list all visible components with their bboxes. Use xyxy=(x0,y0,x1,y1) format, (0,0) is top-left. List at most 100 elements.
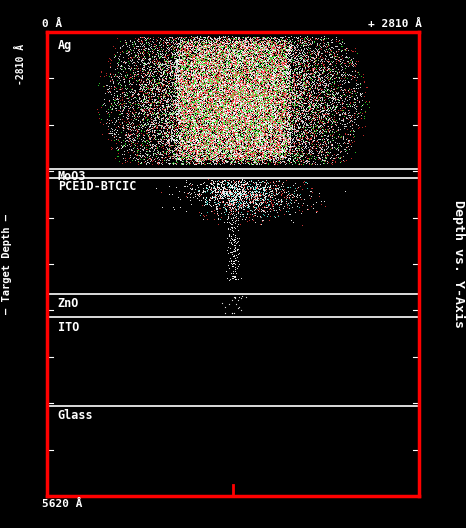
Point xyxy=(256,63,264,72)
Point xyxy=(298,152,306,160)
Point xyxy=(194,118,201,127)
Point xyxy=(285,143,293,152)
Point xyxy=(219,124,227,132)
Point xyxy=(257,153,264,162)
Point xyxy=(125,101,132,110)
Point xyxy=(255,39,262,47)
Point xyxy=(276,135,284,144)
Point xyxy=(252,134,260,142)
Point xyxy=(240,120,248,128)
Point xyxy=(111,129,118,137)
Point xyxy=(163,58,171,66)
Point xyxy=(287,140,294,148)
Point xyxy=(188,145,196,153)
Point xyxy=(351,98,358,106)
Point xyxy=(216,39,224,48)
Point xyxy=(239,91,246,100)
Point xyxy=(145,56,153,64)
Point xyxy=(248,69,256,78)
Point xyxy=(272,68,279,77)
Point xyxy=(197,140,204,149)
Point xyxy=(249,177,257,186)
Point xyxy=(219,74,226,82)
Point xyxy=(273,144,280,153)
Point xyxy=(213,96,220,105)
Point xyxy=(219,105,226,113)
Point xyxy=(238,84,246,93)
Point xyxy=(261,99,269,107)
Point xyxy=(242,56,249,65)
Point xyxy=(218,106,226,115)
Point xyxy=(349,133,356,142)
Point xyxy=(205,128,212,137)
Point xyxy=(188,65,195,74)
Point xyxy=(279,139,286,147)
Point xyxy=(199,109,206,117)
Point xyxy=(217,126,224,134)
Point xyxy=(193,37,200,45)
Point xyxy=(328,66,335,74)
Point xyxy=(183,138,190,146)
Point xyxy=(256,137,264,145)
Point xyxy=(265,194,272,203)
Point xyxy=(199,109,206,118)
Point xyxy=(252,42,259,50)
Point xyxy=(263,33,271,41)
Point xyxy=(180,115,188,124)
Point xyxy=(227,105,234,113)
Point xyxy=(271,100,279,108)
Point xyxy=(337,40,345,48)
Point xyxy=(241,89,248,98)
Point xyxy=(200,61,207,70)
Point xyxy=(120,103,128,111)
Point xyxy=(257,74,264,82)
Point xyxy=(263,49,271,57)
Point xyxy=(206,95,214,103)
Point xyxy=(240,125,248,133)
Point xyxy=(296,150,304,159)
Point xyxy=(173,82,181,90)
Point xyxy=(211,115,218,124)
Point xyxy=(213,144,220,152)
Point xyxy=(278,90,286,99)
Point xyxy=(323,41,331,50)
Point xyxy=(282,135,290,143)
Point xyxy=(242,145,249,154)
Point xyxy=(169,153,176,162)
Point xyxy=(224,196,231,204)
Point xyxy=(209,60,217,69)
Point xyxy=(247,121,255,130)
Point xyxy=(220,143,228,152)
Point xyxy=(259,112,266,121)
Point xyxy=(271,97,278,106)
Point xyxy=(227,72,235,80)
Point xyxy=(278,97,285,106)
Point xyxy=(226,111,233,120)
Point xyxy=(189,55,197,64)
Point xyxy=(173,146,181,155)
Point xyxy=(322,100,329,108)
Point xyxy=(237,112,245,120)
Point xyxy=(334,73,342,81)
Point xyxy=(206,70,213,78)
Point xyxy=(232,48,239,56)
Point xyxy=(242,58,250,66)
Point xyxy=(281,119,288,127)
Point xyxy=(215,58,222,67)
Point xyxy=(325,142,332,150)
Point xyxy=(173,83,180,91)
Point xyxy=(183,40,190,49)
Point xyxy=(251,59,258,68)
Point xyxy=(171,58,178,67)
Point xyxy=(219,55,226,64)
Point xyxy=(192,58,200,66)
Point xyxy=(268,115,276,124)
Point xyxy=(263,126,270,135)
Point xyxy=(260,177,267,186)
Point xyxy=(194,107,202,116)
Point xyxy=(191,137,199,145)
Point xyxy=(214,62,221,71)
Point xyxy=(203,42,211,51)
Point xyxy=(231,63,239,72)
Point xyxy=(240,71,248,79)
